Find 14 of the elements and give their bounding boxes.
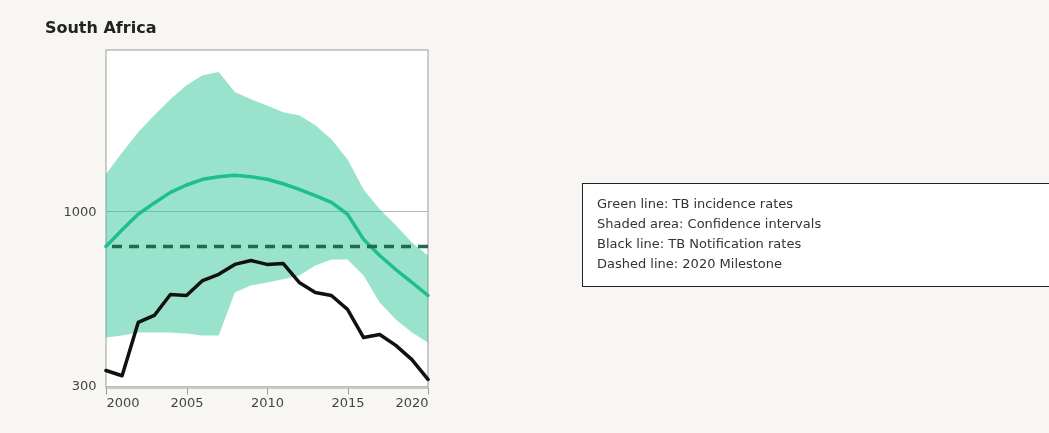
text: Shaded area: Confidence intervals: [597, 215, 823, 233]
line-series: [104, 258, 430, 382]
text: Dashed line: 2020 Milestone: [597, 255, 784, 273]
x-tick-label: 2010: [250, 394, 285, 410]
y-tick-label: 300: [71, 378, 97, 394]
x-tick-label: 2020: [395, 394, 429, 410]
chart-title: South Africa: [44, 18, 157, 37]
text: Black line: TB Notification rates: [597, 235, 803, 253]
line-series: [104, 173, 430, 298]
x-tick-label: 2015: [331, 394, 365, 410]
x-tick-label: 2005: [170, 394, 204, 410]
text: Green line: TB incidence rates: [597, 195, 795, 213]
y-tick-label: 1000: [63, 203, 97, 219]
x-tick-label: 2000: [106, 394, 140, 410]
